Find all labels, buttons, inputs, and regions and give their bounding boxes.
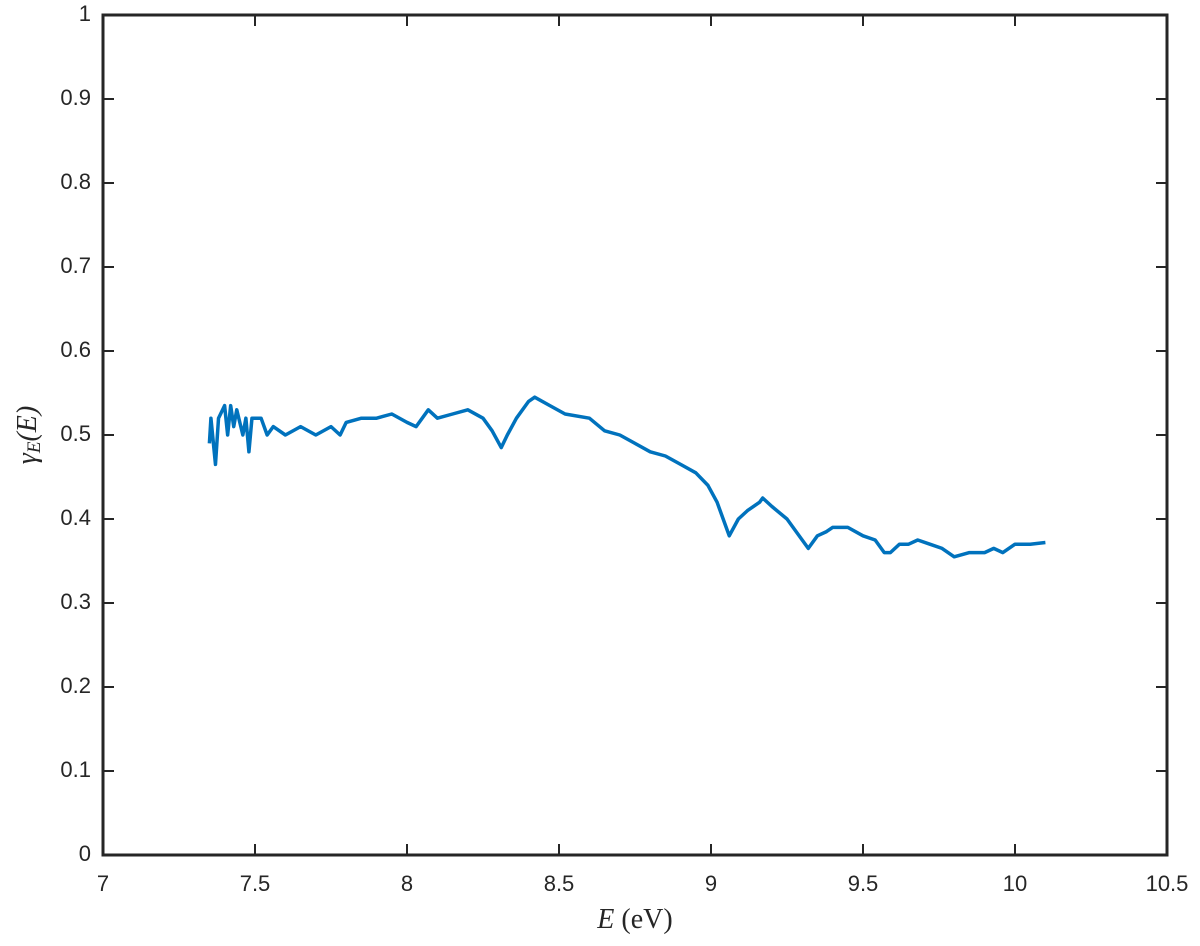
x-tick-label: 7 [97, 871, 109, 896]
y-tick-label: 0.5 [60, 421, 91, 446]
y-tick-label: 0.9 [60, 85, 91, 110]
y-tick-label: 0.4 [60, 505, 91, 530]
plot-frame [101, 13, 1169, 857]
x-tick-label: 10.5 [1146, 871, 1189, 896]
y-tick-label: 0.7 [60, 253, 91, 278]
y-tick-label: 0.6 [60, 337, 91, 362]
x-tick-label: 9 [705, 871, 717, 896]
x-axis-label: E (eV) [596, 904, 672, 935]
y-tick-label: 0.2 [60, 673, 91, 698]
y-tick-label: 0.3 [60, 589, 91, 614]
x-tick-label: 8 [401, 871, 413, 896]
x-tick-label: 8.5 [544, 871, 575, 896]
x-tick-label: 7.5 [240, 871, 271, 896]
y-tick-label: 1 [79, 1, 91, 26]
data-line [207, 395, 1046, 559]
y-tick-label: 0.8 [60, 169, 91, 194]
x-tick-label: 10 [1003, 871, 1027, 896]
y-axis-label: γE(E) [12, 406, 45, 464]
y-tick-label: 0.1 [60, 757, 91, 782]
x-tick-label: 9.5 [848, 871, 879, 896]
y-tick-label: 0 [79, 841, 91, 866]
